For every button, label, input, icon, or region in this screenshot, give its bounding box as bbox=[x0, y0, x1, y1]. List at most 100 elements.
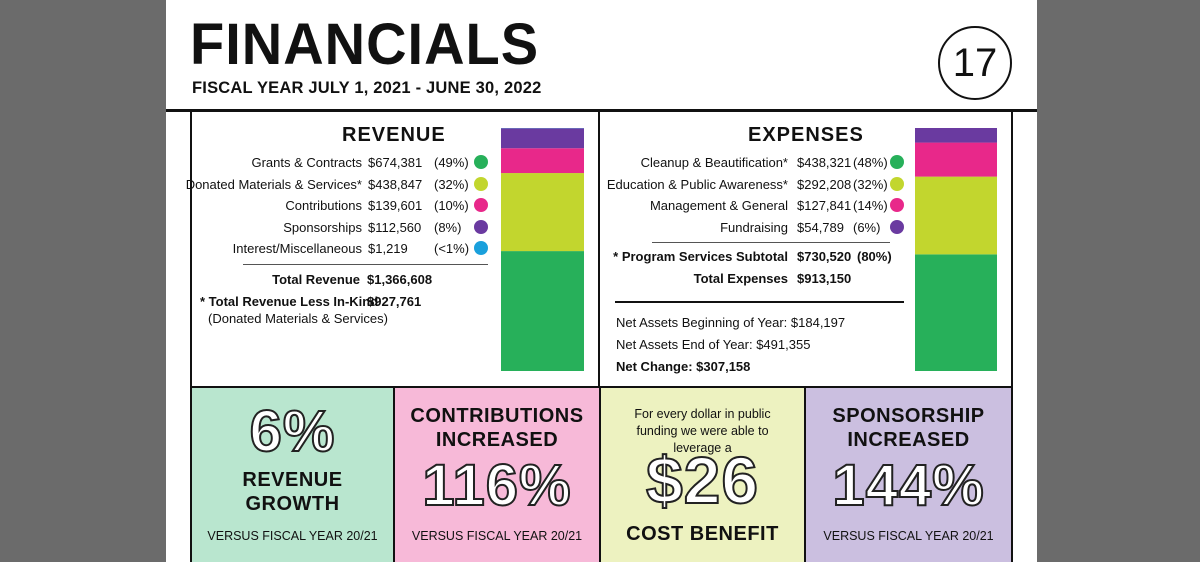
tile-divider bbox=[804, 388, 806, 562]
bar-segment bbox=[501, 251, 584, 371]
net-change-text: Net Change: $307,158 bbox=[616, 359, 751, 374]
revenue-amount: $1,219 bbox=[368, 241, 408, 256]
total-revenue-row: Total Revenue $1,366,608 bbox=[166, 272, 496, 292]
column-divider bbox=[598, 111, 600, 388]
revenue-growth-tile: 6% REVENUE GROWTH VERSUS FISCAL YEAR 20/… bbox=[192, 388, 393, 562]
total-revenue-label: Total Revenue bbox=[272, 272, 360, 287]
purple-dot-icon bbox=[890, 220, 904, 234]
sponsorship-tile: SPONSORSHIP INCREASED 144% VERSUS FISCAL… bbox=[806, 388, 1011, 562]
bar-segment bbox=[915, 142, 997, 177]
pink-dot-icon bbox=[474, 198, 488, 212]
revenue-label: Contributions bbox=[285, 198, 362, 213]
page-title: FINANCIALS bbox=[190, 10, 540, 77]
blue-dot-icon bbox=[474, 241, 488, 255]
revenue-label: Grants & Contracts bbox=[251, 155, 362, 170]
expense-label: Education & Public Awareness* bbox=[606, 177, 788, 192]
bar-segment bbox=[501, 173, 584, 252]
net-assets-end-text: Net Assets End of Year: $491,355 bbox=[616, 337, 811, 352]
revenue-growth-heading: REVENUE GROWTH bbox=[242, 469, 343, 515]
purple-dot-icon bbox=[474, 220, 488, 234]
bar-segment bbox=[915, 176, 997, 255]
cost-benefit-value: $26 bbox=[645, 442, 760, 518]
revenue-less-inkind-row: * Total Revenue Less In-Kind $927,761 bbox=[166, 294, 496, 314]
cost-benefit-intro: For every dollar in public funding we we… bbox=[634, 407, 771, 455]
green-dot-icon bbox=[474, 155, 488, 169]
expense-amount: $292,208 bbox=[797, 177, 852, 192]
revenue-inkind-note-text: (Donated Materials & Services) bbox=[208, 311, 388, 326]
revenue-less-inkind-value: $927,761 bbox=[367, 294, 422, 309]
total-revenue-value: $1,366,608 bbox=[367, 272, 433, 287]
revenue-amount: $674,381 bbox=[368, 155, 423, 170]
net-assets-begin-text: Net Assets Beginning of Year: $184,197 bbox=[616, 315, 846, 330]
revenue-row: Donated Materials & Services* $438,847 (… bbox=[166, 177, 496, 197]
cost-benefit-heading: COST BENEFIT bbox=[626, 523, 779, 545]
program-subtotal-label: * Program Services Subtotal bbox=[613, 249, 788, 264]
expense-row: Management & General $127,841 (14%) bbox=[600, 198, 910, 218]
pink-dot-icon bbox=[890, 198, 904, 212]
expense-label: Fundraising bbox=[720, 220, 788, 235]
contributions-value: 116% bbox=[421, 452, 572, 519]
net-assets-end: Net Assets End of Year: $491,355 bbox=[616, 337, 896, 357]
revenue-amount: $438,847 bbox=[368, 177, 423, 192]
revenue-label: Donated Materials & Services* bbox=[185, 177, 362, 192]
expense-separator bbox=[652, 242, 890, 243]
expense-amount: $438,321 bbox=[797, 155, 852, 170]
contributions-heading: CONTRIBUTIONS INCREASED bbox=[410, 405, 584, 451]
expenses-stacked-bar bbox=[915, 128, 997, 371]
expense-amount: $127,841 bbox=[797, 198, 852, 213]
revenue-amount: $112,560 bbox=[368, 220, 422, 235]
expense-label: Management & General bbox=[649, 198, 788, 213]
program-subtotal-value: $730,520 bbox=[797, 249, 852, 264]
revenue-pct: (32%) bbox=[434, 177, 469, 192]
revenue-pct: (8%) bbox=[434, 220, 462, 235]
tile-divider bbox=[599, 388, 601, 562]
revenue-label: Sponsorships bbox=[283, 220, 362, 235]
financials-page: FINANCIALS FISCAL YEAR JULY 1, 2021 - JU… bbox=[166, 0, 1037, 562]
lime-dot-icon bbox=[474, 177, 488, 191]
total-expenses-row: Total Expenses $913,150 bbox=[600, 271, 910, 291]
page-number: 17 bbox=[938, 26, 1012, 100]
revenue-inkind-note: (Donated Materials & Services) bbox=[208, 311, 458, 331]
revenue-title: REVENUE bbox=[342, 124, 446, 146]
total-expenses-label: Total Expenses bbox=[693, 271, 788, 286]
fiscal-year-subtitle: FISCAL YEAR JULY 1, 2021 - JUNE 30, 2022 bbox=[192, 79, 542, 97]
financials-box bbox=[190, 111, 1013, 562]
expense-pct: (14%) bbox=[853, 198, 888, 213]
net-assets-begin: Net Assets Beginning of Year: $184,197 bbox=[616, 315, 896, 335]
bar-segment bbox=[915, 128, 997, 143]
program-subtotal-pct: (80%) bbox=[857, 249, 892, 264]
expense-row: Education & Public Awareness* $292,208 (… bbox=[600, 177, 910, 197]
revenue-less-inkind-label: * Total Revenue Less In-Kind bbox=[200, 294, 379, 309]
net-change: Net Change: $307,158 bbox=[616, 359, 896, 379]
revenue-label: Interest/Miscellaneous bbox=[232, 241, 362, 256]
expense-amount: $54,789 bbox=[797, 220, 844, 235]
revenue-stacked-bar bbox=[501, 128, 584, 371]
revenue-growth-footnote: VERSUS FISCAL YEAR 20/21 bbox=[207, 529, 378, 543]
program-subtotal-row: * Program Services Subtotal $730,520 (80… bbox=[600, 249, 910, 269]
row-divider bbox=[190, 386, 1013, 388]
expense-row: Fundraising $54,789 (6%) bbox=[600, 220, 910, 240]
cost-benefit-tile: For every dollar in public funding we we… bbox=[601, 388, 804, 562]
revenue-separator bbox=[243, 264, 488, 265]
expenses-title: EXPENSES bbox=[748, 124, 864, 146]
revenue-row: Grants & Contracts $674,381 (49%) bbox=[166, 155, 496, 175]
total-expenses-value: $913,150 bbox=[797, 271, 852, 286]
expense-pct: (6%) bbox=[853, 220, 881, 235]
revenue-pct: (<1%) bbox=[434, 241, 470, 256]
header-divider bbox=[166, 109, 1037, 112]
sponsorship-footnote: VERSUS FISCAL YEAR 20/21 bbox=[823, 529, 994, 543]
revenue-row: Contributions $139,601 (10%) bbox=[166, 198, 496, 218]
net-assets-separator bbox=[615, 301, 904, 303]
bar-segment bbox=[501, 148, 584, 174]
contributions-footnote: VERSUS FISCAL YEAR 20/21 bbox=[411, 529, 583, 543]
revenue-row: Sponsorships $112,560 (8%) bbox=[166, 220, 496, 240]
tile-divider bbox=[393, 388, 395, 562]
sponsorship-value: 144% bbox=[831, 452, 985, 519]
expense-pct: (48%) bbox=[853, 155, 888, 170]
lime-dot-icon bbox=[890, 177, 904, 191]
bar-segment bbox=[501, 128, 584, 149]
expense-label: Cleanup & Beautification* bbox=[640, 155, 788, 170]
revenue-growth-value: 6% bbox=[249, 398, 336, 465]
bar-segment bbox=[915, 254, 997, 371]
sponsorship-heading: SPONSORSHIP INCREASED bbox=[832, 405, 985, 451]
